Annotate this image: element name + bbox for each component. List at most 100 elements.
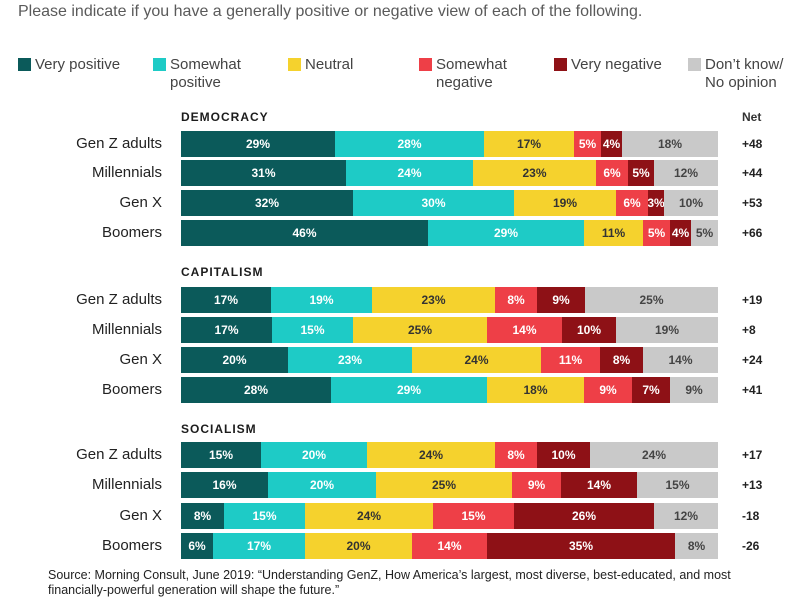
bar-segment: 5% [643, 220, 670, 246]
bar-segment: 6% [616, 190, 648, 216]
stacked-bar: 32% 30% 19% 6% 3% 10% [181, 190, 718, 216]
section-title: DEMOCRACY [181, 110, 269, 124]
bar-segment: 23% [288, 347, 412, 373]
bar-segment: 5% [628, 160, 654, 186]
bar-segment: 9% [537, 287, 585, 313]
net-value: -18 [742, 509, 760, 523]
bar-segment: 4% [601, 131, 622, 157]
bar-segment: 11% [584, 220, 643, 246]
bar-segment: 15% [637, 472, 718, 498]
chart-subtitle: Please indicate if you have a generally … [18, 3, 643, 20]
bar-segment: 15% [224, 503, 305, 529]
bar-segment: 24% [367, 442, 495, 468]
net-column-header: Net [742, 110, 762, 124]
row-label: Millennials [91, 321, 162, 338]
stacked-bar: 46% 29% 11% 5% 4% 5% [181, 220, 718, 246]
legend-swatch [554, 58, 567, 71]
net-value: +66 [742, 226, 763, 240]
bar-segment: 28% [335, 131, 484, 157]
bar-segment: 8% [495, 287, 537, 313]
stacked-bar: 16% 20% 25% 9% 14% 15% [181, 472, 718, 498]
bar-segment: 24% [412, 347, 541, 373]
bar-segment: 5% [574, 131, 601, 157]
bar-segment: 17% [213, 533, 305, 559]
bar-segment: 15% [181, 442, 261, 468]
legend-label: Neutral [305, 56, 354, 73]
bar-segment: 8% [495, 442, 537, 468]
legend-label: Somewhat positive [170, 56, 241, 91]
bar-segment: 19% [514, 190, 616, 216]
bar-segment: 17% [181, 287, 271, 313]
bar-segment: 24% [346, 160, 473, 186]
legend-swatch [18, 58, 31, 71]
bar-segment: 16% [181, 472, 268, 498]
stacked-bar: 31% 24% 23% 6% 5% 12% [181, 160, 718, 186]
bar-segment: 23% [473, 160, 596, 186]
legend-label: Very negative [571, 56, 662, 73]
row-label: Gen X [119, 507, 162, 524]
net-value: +44 [742, 166, 763, 180]
bar-segment: 4% [670, 220, 691, 246]
row-label: Millennials [91, 476, 162, 493]
stacked-bar: 8% 15% 24% 15% 26% 12% [181, 503, 718, 529]
net-value: +13 [742, 478, 763, 492]
legend-label: Don’t know/ No opinion [705, 56, 784, 91]
legend-item: Very positive [18, 56, 148, 74]
row-label: Gen Z adults [76, 135, 162, 152]
bar-segment: 25% [376, 472, 512, 498]
legend-item: Somewhat negative [419, 56, 549, 92]
net-value: -26 [742, 539, 760, 553]
legend-label: Somewhat negative [436, 56, 507, 91]
row-label: Boomers [101, 537, 162, 554]
bar-segment: 14% [487, 317, 562, 343]
bar-segment: 15% [272, 317, 353, 343]
net-value: +41 [742, 383, 763, 397]
bar-segment: 25% [353, 317, 487, 343]
bar-segment: 29% [428, 220, 584, 246]
bar-segment: 9% [512, 472, 561, 498]
bar-segment: 35% [487, 533, 675, 559]
row-label: Gen Z adults [76, 446, 162, 463]
bar-segment: 6% [181, 533, 213, 559]
net-value: +19 [742, 293, 763, 307]
bar-segment: 9% [670, 377, 718, 403]
row-label: Gen X [119, 194, 162, 211]
row-label: Gen X [119, 351, 162, 368]
row-label: Gen Z adults [76, 291, 162, 308]
bar-segment: 17% [484, 131, 574, 157]
bar-segment: 28% [181, 377, 331, 403]
bar-segment: 26% [514, 503, 654, 529]
bar-segment: 10% [562, 317, 616, 343]
source-note: Source: Morning Consult, June 2019: “Und… [48, 568, 731, 597]
bar-segment: 30% [353, 190, 514, 216]
bar-segment: 14% [643, 347, 718, 373]
bar-segment: 14% [412, 533, 487, 559]
legend-item: Somewhat positive [153, 56, 283, 92]
bar-segment: 10% [537, 442, 590, 468]
bar-segment: 9% [584, 377, 632, 403]
bar-segment: 11% [541, 347, 600, 373]
net-value: +17 [742, 448, 763, 462]
bar-segment: 46% [181, 220, 428, 246]
legend-swatch [153, 58, 166, 71]
bar-segment: 3% [648, 190, 664, 216]
legend-item: Neutral [288, 56, 413, 74]
stacked-bar: 29% 28% 17% 5% 4% 18% [181, 131, 718, 157]
legend-swatch [419, 58, 432, 71]
bar-segment: 6% [596, 160, 628, 186]
legend-label: Very positive [35, 56, 121, 73]
bar-segment: 8% [675, 533, 718, 559]
net-value: +53 [742, 196, 763, 210]
legend-swatch [688, 58, 701, 71]
bar-segment: 25% [585, 287, 718, 313]
net-value: +24 [742, 353, 763, 367]
bar-segment: 18% [487, 377, 584, 403]
bar-segment: 8% [181, 503, 224, 529]
bar-segment: 24% [590, 442, 718, 468]
bar-segment: 20% [305, 533, 412, 559]
bar-segment: 5% [691, 220, 718, 246]
bar-segment: 18% [622, 131, 718, 157]
bar-segment: 31% [181, 160, 346, 186]
legend-item: Very negative [554, 56, 684, 74]
bar-segment: 14% [561, 472, 637, 498]
